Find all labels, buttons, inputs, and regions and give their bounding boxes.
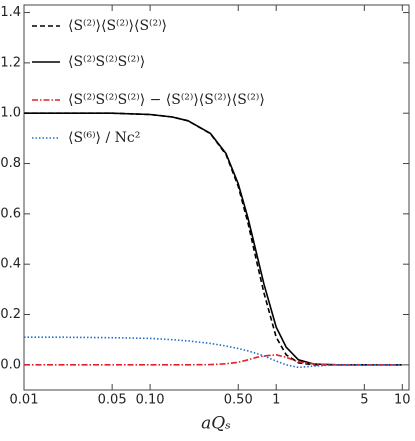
y-tick-label: 0.6 [0,206,21,221]
legend-label: ⟨S⁽²⁾S⁽²⁾S⁽²⁾⟩ [68,54,145,70]
series-line [24,112,403,366]
y-tick-label: 1.4 [0,5,21,20]
y-tick-label: 1.2 [0,55,21,70]
series-line [24,353,403,366]
x-tick-label: 0.50 [224,393,253,408]
x-tick-label: 1 [272,393,280,408]
series-line [24,336,403,369]
x-tick-label: 0.10 [136,393,165,408]
series-line [24,112,403,366]
x-tick-label: 0.05 [98,393,127,408]
legend-label: ⟨S⁽²⁾S⁽²⁾S⁽²⁾⟩ − ⟨S⁽²⁾⟩⟨S⁽²⁾⟩⟨S⁽²⁾⟩ [68,92,265,108]
x-tick-label: 5 [360,393,368,408]
x-tick-label: 10 [394,393,411,408]
y-tick-label: 0.2 [0,307,21,322]
legend-label: ⟨S⁽²⁾⟩⟨S⁽²⁾⟩⟨S⁽²⁾⟩ [68,18,167,34]
y-tick-label: 0.4 [0,257,21,272]
y-tick-label: 0.8 [0,156,21,171]
plot-frame [23,4,410,391]
legend-label: ⟨S⁽⁶⁾⟩ / Nc² [68,130,140,146]
y-tick-label: 0.0 [0,357,21,372]
y-tick-label: 1.0 [0,106,21,121]
x-tick-label: 0.01 [10,393,39,408]
x-axis-label: aQₛ [201,414,231,434]
